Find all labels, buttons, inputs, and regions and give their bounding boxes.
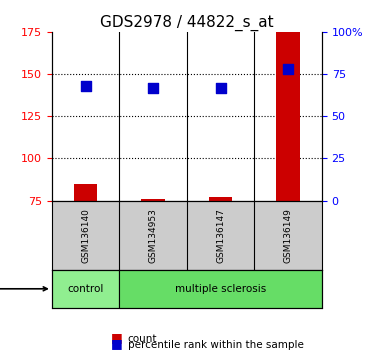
Text: GSM136140: GSM136140 xyxy=(81,208,90,263)
Bar xyxy=(119,270,322,308)
Text: GSM134953: GSM134953 xyxy=(149,208,158,263)
Point xyxy=(83,83,88,89)
Text: control: control xyxy=(67,284,104,294)
Text: count: count xyxy=(128,334,157,344)
Text: ■: ■ xyxy=(111,337,123,350)
Title: GDS2978 / 44822_s_at: GDS2978 / 44822_s_at xyxy=(100,14,274,30)
Bar xyxy=(276,32,300,201)
Bar xyxy=(52,270,119,308)
Text: ■: ■ xyxy=(111,331,123,344)
Text: GSM136149: GSM136149 xyxy=(284,208,293,263)
Bar xyxy=(141,199,165,201)
Bar xyxy=(209,197,232,201)
Text: percentile rank within the sample: percentile rank within the sample xyxy=(128,341,303,350)
Point xyxy=(150,85,156,90)
Bar xyxy=(74,184,97,201)
Text: GSM136147: GSM136147 xyxy=(216,208,225,263)
Text: multiple sclerosis: multiple sclerosis xyxy=(175,284,266,294)
Text: disease state: disease state xyxy=(0,284,47,294)
Point xyxy=(285,66,291,72)
Point xyxy=(218,85,223,90)
